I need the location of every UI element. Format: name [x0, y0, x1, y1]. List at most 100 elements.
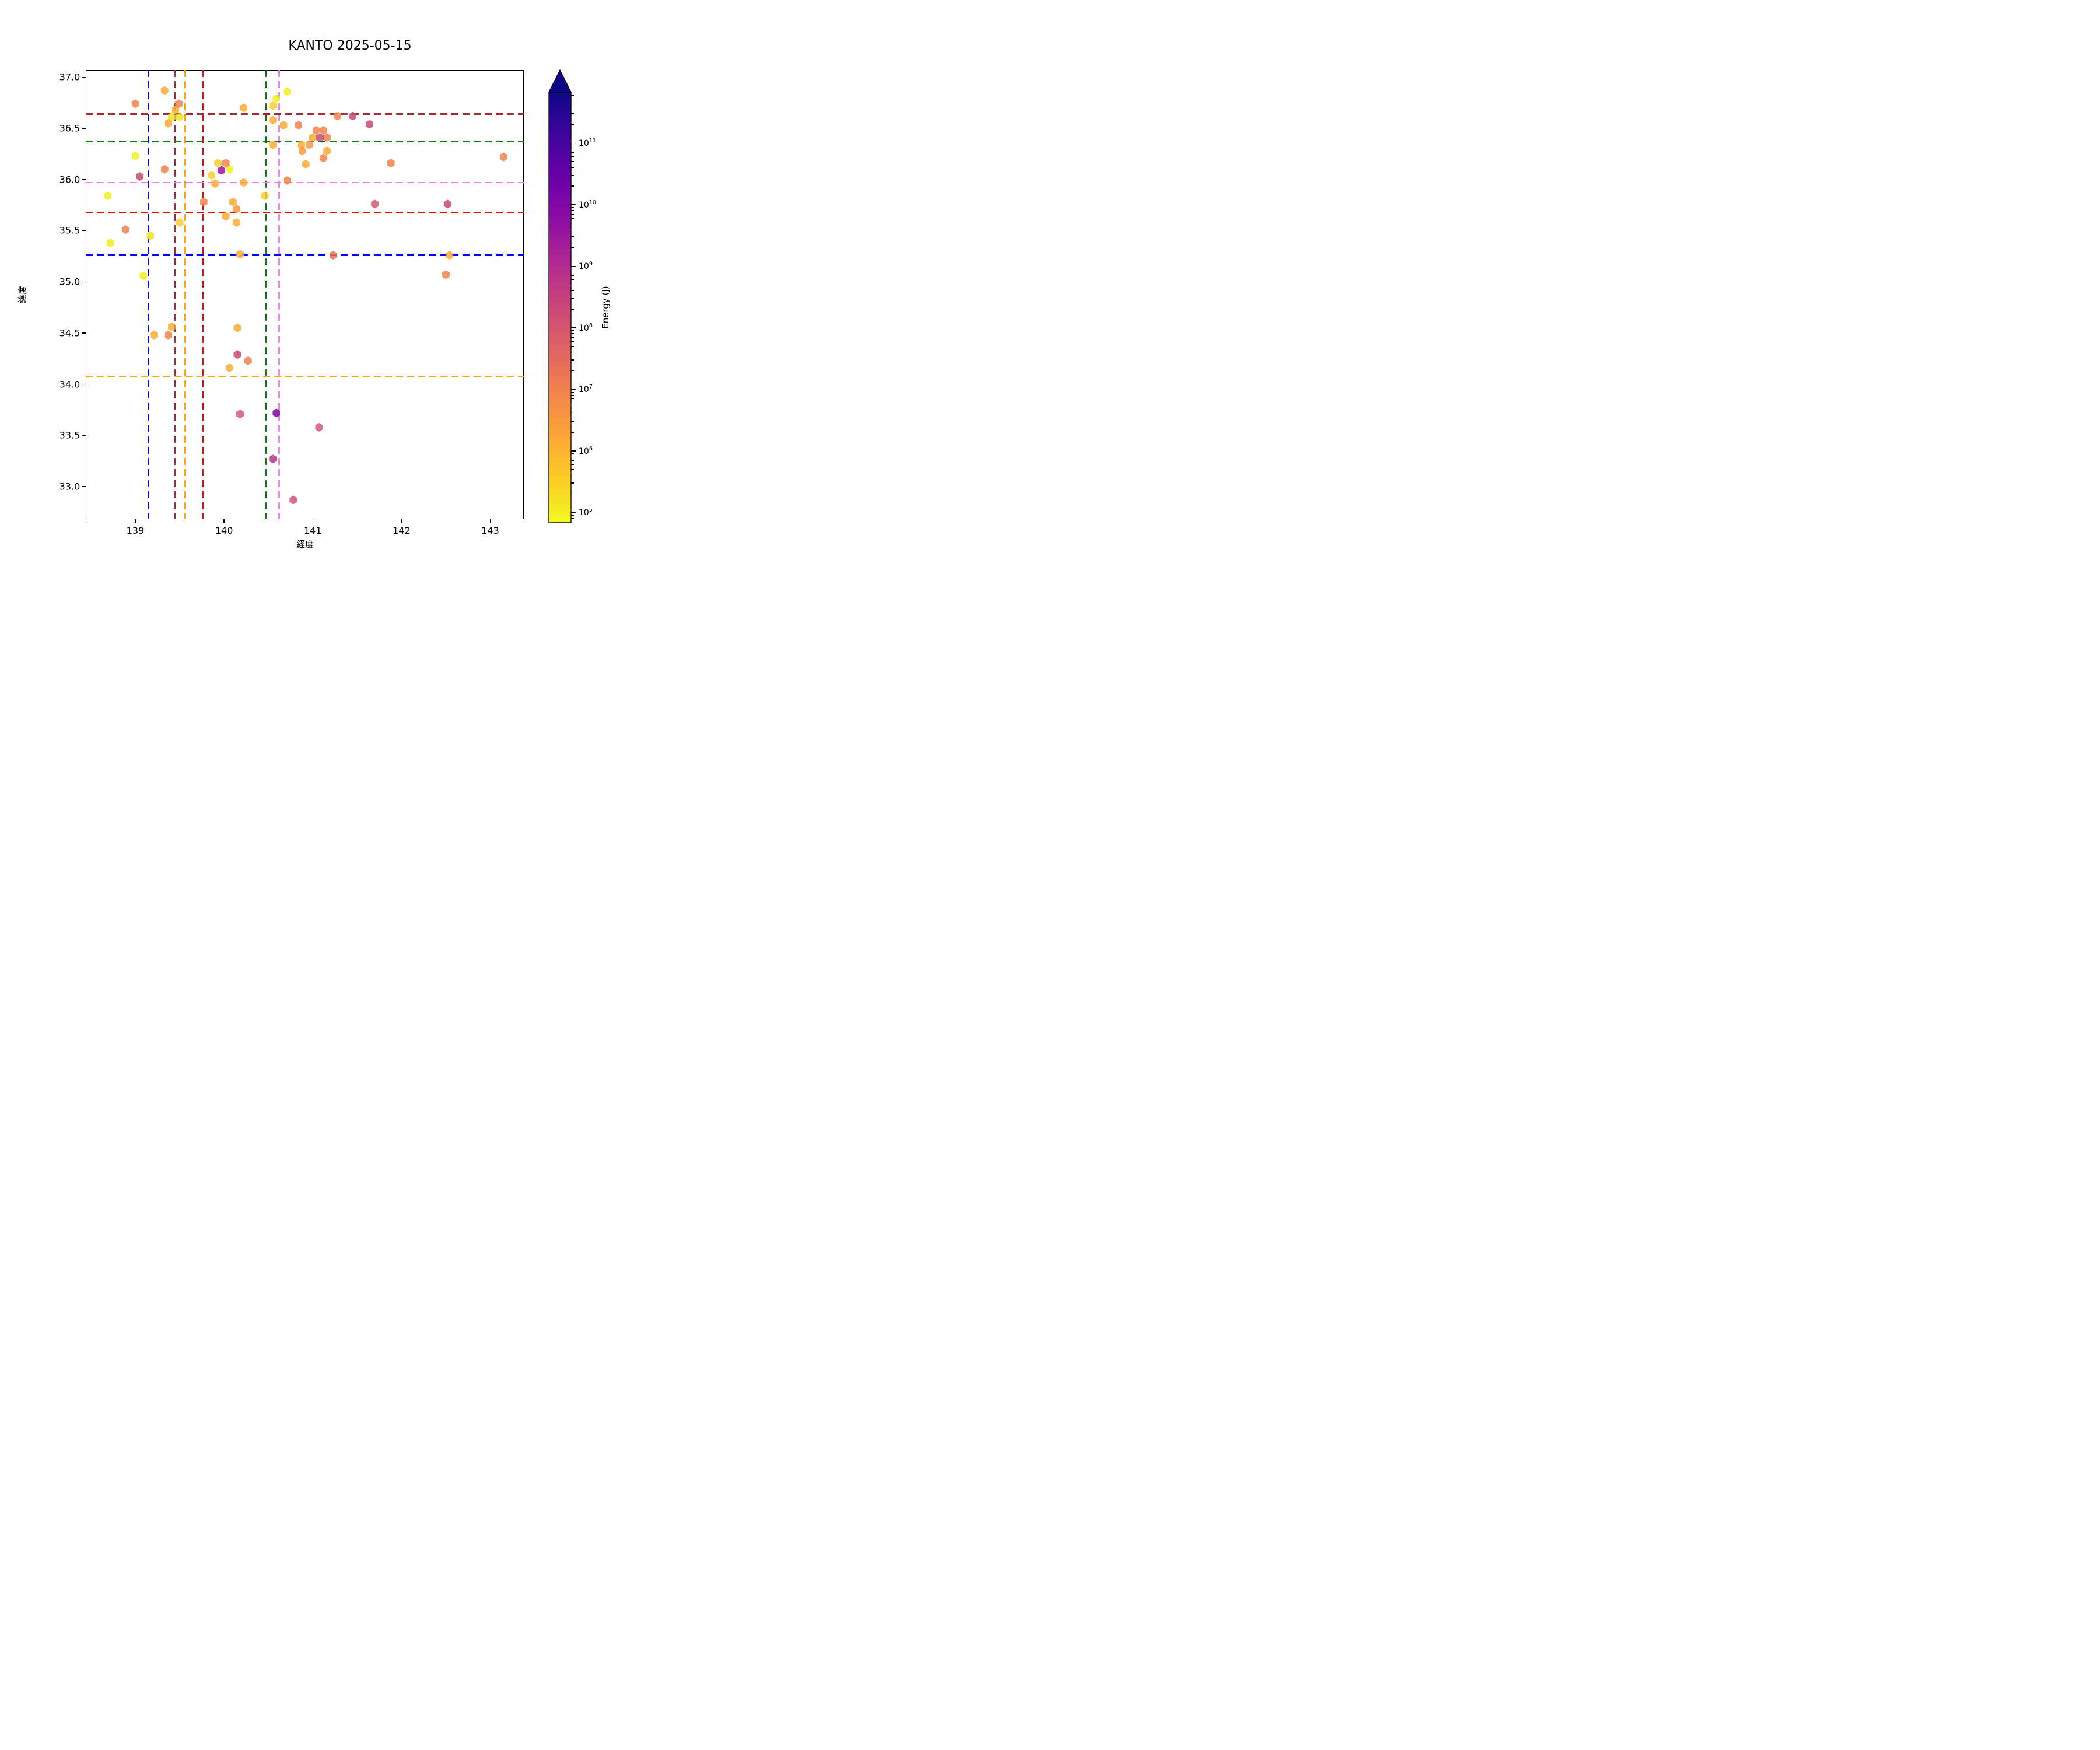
data-point-hex: [176, 113, 184, 122]
colorbar-minor-tick: [571, 236, 574, 237]
data-point-hex: [309, 133, 317, 142]
data-point-hex: [104, 191, 112, 201]
data-point-hex: [225, 164, 233, 174]
data-point-hex: [320, 153, 328, 163]
data-point-hex: [366, 120, 374, 129]
colorbar-minor-tick: [571, 391, 574, 393]
data-point-hex: [443, 200, 452, 209]
colorbar-major-tick: [571, 450, 576, 452]
data-point-hex: [131, 151, 139, 160]
data-point-hex: [167, 113, 176, 122]
data-point-hex: [121, 225, 130, 235]
data-point-hex: [244, 356, 252, 365]
y-tick-label: 36.5: [59, 123, 80, 134]
data-point-hex: [136, 172, 144, 181]
colorbar-minor-tick: [571, 214, 574, 215]
data-point-hex: [499, 152, 508, 162]
data-point-hex: [167, 322, 176, 331]
y-tick-mark: [82, 76, 86, 78]
y-tick-label: 35.0: [59, 276, 80, 288]
colorbar-minor-tick: [571, 218, 574, 219]
data-point-hex: [233, 323, 242, 332]
data-point-hex: [208, 171, 216, 180]
data-point-hex: [175, 99, 183, 108]
y-tick-mark: [82, 486, 86, 487]
data-point-hex: [269, 454, 277, 464]
y-tick-label: 33.5: [59, 429, 80, 441]
x-axis-label: 経度: [296, 539, 314, 550]
y-tick-label: 33.0: [59, 481, 80, 492]
data-point-hex: [315, 422, 323, 432]
reference-hline: [86, 375, 524, 377]
data-point-hex: [269, 101, 277, 110]
colorbar-minor-tick: [571, 482, 574, 484]
colorbar-major-tick: [571, 204, 576, 205]
reference-vline: [278, 70, 280, 520]
colorbar-tick-label: 107: [579, 384, 593, 395]
colorbar-minor-tick: [571, 514, 574, 516]
data-point-hex: [329, 251, 337, 260]
data-point-hex: [349, 111, 357, 121]
data-point-hex: [139, 271, 148, 281]
data-point-hex: [272, 408, 281, 418]
colorbar-minor-tick: [571, 432, 574, 433]
data-point-hex: [106, 239, 114, 248]
data-point-hex: [298, 146, 306, 156]
y-tick-label: 37.0: [59, 71, 80, 83]
colorbar-minor-tick: [571, 152, 574, 153]
y-tick-mark: [82, 332, 86, 334]
colorbar-minor-tick: [571, 279, 574, 281]
data-point-hex: [283, 87, 291, 96]
data-point-hex: [236, 410, 244, 419]
data-point-hex: [225, 363, 233, 373]
data-point-hex: [387, 159, 395, 168]
data-point-hex: [218, 166, 226, 175]
colorbar-extend-arrow: [548, 69, 572, 93]
x-tick-mark: [489, 519, 491, 523]
colorbar-minor-tick: [571, 207, 574, 208]
x-tick-label: 142: [393, 525, 411, 537]
y-tick-label: 35.5: [59, 225, 80, 236]
colorbar-minor-tick: [571, 298, 574, 299]
reference-vline: [174, 70, 176, 520]
colorbar-minor-tick: [571, 113, 574, 114]
colorbar-tick-label: 106: [579, 446, 593, 456]
data-point-hex: [211, 179, 219, 188]
colorbar-minor-tick: [571, 156, 574, 158]
data-point-hex: [371, 200, 379, 209]
data-point-hex: [160, 164, 169, 174]
colorbar-tick-label: 109: [579, 261, 593, 272]
colorbar-minor-tick: [571, 94, 574, 96]
colorbar-minor-tick: [571, 124, 574, 125]
data-point-hex: [289, 495, 298, 505]
data-point-hex: [240, 178, 248, 187]
data-point-hex: [164, 330, 172, 340]
data-point-hex: [305, 140, 313, 149]
colorbar-minor-tick: [571, 395, 574, 396]
data-point-hex: [229, 197, 237, 206]
colorbar-minor-tick: [571, 464, 574, 465]
colorbar-minor-tick: [571, 460, 574, 461]
colorbar-major-tick: [571, 388, 576, 390]
colorbar-major-tick: [571, 265, 576, 267]
colorbar-minor-tick: [571, 469, 574, 470]
colorbar-minor-tick: [571, 330, 574, 331]
y-tick-label: 34.0: [59, 379, 80, 390]
colorbar-minor-tick: [571, 174, 574, 176]
y-tick-mark: [82, 179, 86, 180]
reference-hline: [86, 254, 524, 256]
data-point-hex: [214, 159, 222, 168]
colorbar-minor-tick: [571, 421, 574, 422]
colorbar-minor-tick: [571, 247, 574, 249]
colorbar-label: Energy (J): [600, 286, 611, 329]
data-point-hex: [320, 126, 328, 135]
plot-area: [86, 70, 524, 519]
colorbar-minor-tick: [571, 341, 574, 342]
data-point-hex: [442, 270, 450, 279]
data-point-hex: [240, 103, 248, 113]
colorbar-major-tick: [571, 327, 576, 328]
data-point-hex: [222, 212, 230, 221]
figure: KANTO 2025-05-15 経度 緯度 Energy (J) 139 140…: [0, 0, 700, 583]
chart-title: KANTO 2025-05-15: [288, 38, 412, 53]
colorbar-minor-tick: [571, 359, 574, 360]
